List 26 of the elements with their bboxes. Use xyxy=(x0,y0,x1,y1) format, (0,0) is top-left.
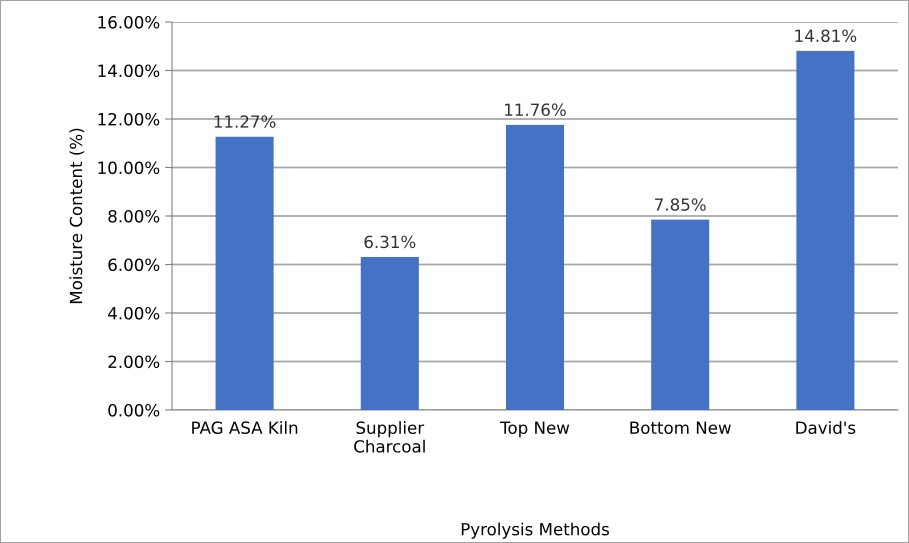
bar xyxy=(216,136,274,410)
y-tick-label: 6.00% xyxy=(108,258,160,272)
data-label: 11.76% xyxy=(505,103,566,116)
x-tick-label: PAG ASA Kiln xyxy=(192,421,298,434)
bar xyxy=(796,50,854,410)
y-tick-label: 2.00% xyxy=(108,355,160,368)
data-label: 7.85% xyxy=(655,198,706,211)
bar xyxy=(651,220,710,410)
y-tick-label: 16.00% xyxy=(98,16,160,29)
y-tick-label: 10.00% xyxy=(98,161,160,174)
y-tick-label: 12.00% xyxy=(98,112,160,126)
x-axis-title: Pyrolysis Methods xyxy=(462,522,609,539)
y-tick-label: 4.00% xyxy=(108,306,160,320)
y-axis-title: Moisture Content (%) xyxy=(69,128,84,304)
data-label: 14.81% xyxy=(795,29,856,42)
x-tick-label: Bottom New xyxy=(630,422,731,434)
data-label: 11.27% xyxy=(214,115,276,128)
x-tick-label: Supplier Charcoal xyxy=(354,421,425,453)
x-tick-label: Top New xyxy=(500,422,570,438)
y-tick-label: 14.00% xyxy=(98,64,160,78)
y-tick-label: 0.00% xyxy=(108,404,160,417)
x-tick-label: David's xyxy=(796,421,856,434)
data-label: 6.31% xyxy=(364,236,416,248)
bar xyxy=(360,256,419,410)
bar xyxy=(506,124,564,410)
y-tick-label: 8.00% xyxy=(108,210,160,223)
